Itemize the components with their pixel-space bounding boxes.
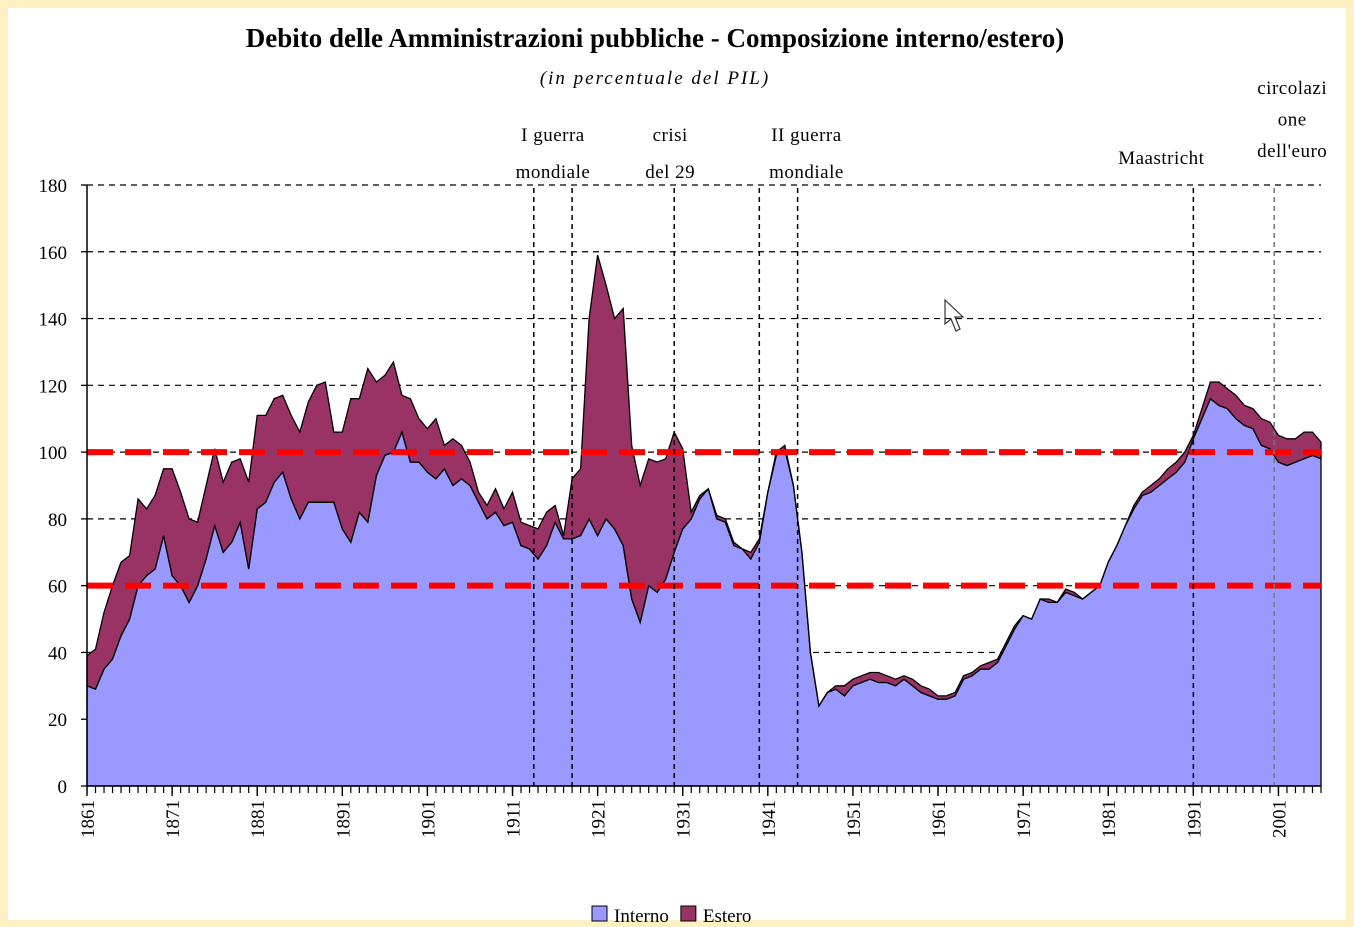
event-label: mondiale bbox=[769, 162, 844, 183]
y-tick-label: 140 bbox=[39, 310, 68, 331]
area-1 bbox=[86, 254, 1322, 708]
event-label: del 29 bbox=[645, 162, 695, 183]
legend-swatch bbox=[591, 905, 608, 922]
event-label: circolazi bbox=[1257, 78, 1327, 99]
y-tick-label: 160 bbox=[39, 243, 68, 264]
x-tick-label: 1961 bbox=[929, 800, 950, 838]
chart-title: Debito delle Amministrazioni pubbliche -… bbox=[246, 23, 1064, 53]
legend-label: Estero bbox=[703, 906, 752, 927]
y-tick-label: 80 bbox=[48, 510, 67, 531]
y-tick-label: 180 bbox=[39, 176, 68, 197]
x-tick-label: 1911 bbox=[504, 800, 525, 837]
x-tick-label: 1921 bbox=[589, 800, 610, 838]
event-label: Maastricht bbox=[1118, 148, 1204, 169]
y-tick-label: 100 bbox=[39, 443, 68, 464]
x-tick-label: 1861 bbox=[78, 800, 99, 838]
y-tick-label: 120 bbox=[39, 376, 68, 397]
x-tick-label: 1951 bbox=[844, 800, 865, 838]
x-tick-label: 1991 bbox=[1184, 800, 1205, 838]
x-tick-label: 1941 bbox=[759, 800, 780, 838]
x-tick-label: 1901 bbox=[418, 800, 439, 838]
event-label: I guerra bbox=[521, 125, 585, 146]
event-label: dell'euro bbox=[1257, 141, 1327, 162]
y-tick-label: 20 bbox=[48, 710, 67, 731]
y-tick-label: 40 bbox=[48, 643, 67, 664]
y-tick-label: 0 bbox=[58, 777, 68, 798]
x-tick-label: 1891 bbox=[333, 800, 354, 838]
x-tick-label: 1971 bbox=[1014, 800, 1035, 838]
legend-label: Interno bbox=[614, 906, 669, 927]
legend-swatch bbox=[680, 905, 697, 922]
event-label: II guerra bbox=[771, 125, 841, 146]
chart-subtitle: (in percentuale del PIL) bbox=[540, 68, 770, 89]
event-label: one bbox=[1278, 110, 1307, 131]
x-tick-label: 1931 bbox=[674, 800, 695, 838]
x-tick-label: 1871 bbox=[163, 800, 184, 838]
event-label: crisi bbox=[653, 125, 688, 146]
x-tick-label: 2001 bbox=[1269, 800, 1290, 838]
x-tick-label: 1981 bbox=[1099, 800, 1120, 838]
mouse-cursor bbox=[944, 298, 965, 332]
event-label: mondiale bbox=[516, 162, 591, 183]
x-tick-label: 1881 bbox=[248, 800, 269, 838]
y-tick-label: 60 bbox=[48, 577, 67, 598]
